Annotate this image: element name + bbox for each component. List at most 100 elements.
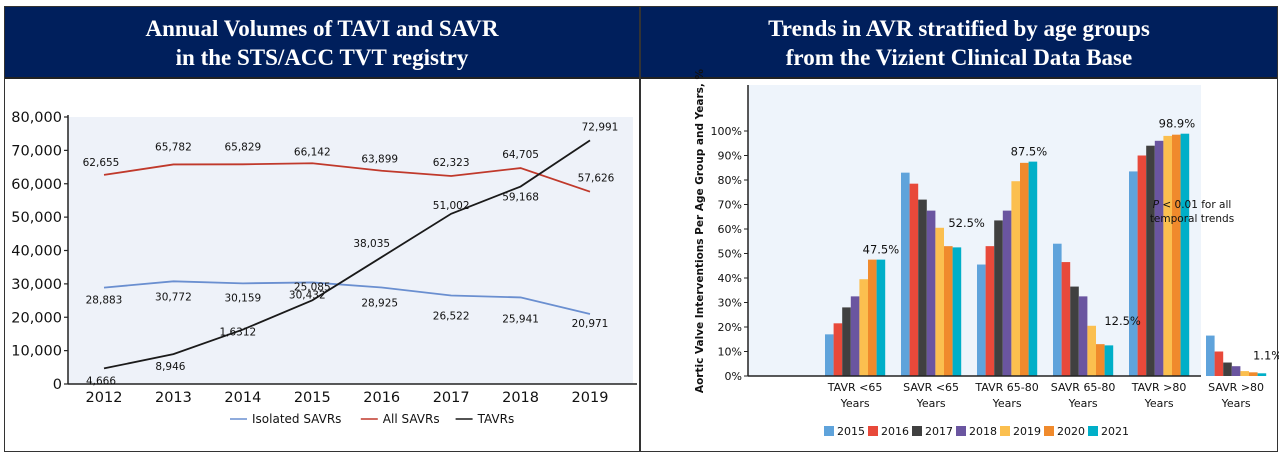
- bar-2019-0: [859, 279, 868, 376]
- x-tick-label: 2019: [572, 390, 609, 406]
- bar-chart: Aortic Valve Interventions Per Age Group…: [694, 68, 1279, 438]
- data-label: 72,991: [582, 121, 619, 133]
- y-tick-label: 10%: [718, 346, 742, 359]
- bar-2019-2: [1011, 181, 1020, 376]
- y-tick-label: 50%: [718, 248, 742, 261]
- left-title-line2: in the STS/ACC TVT registry: [175, 45, 469, 70]
- plot-area: [68, 117, 633, 384]
- bar-2016-1: [909, 183, 919, 376]
- x-tick-label: 2018: [502, 390, 539, 406]
- bar-2017-4: [1146, 145, 1155, 376]
- p-note-text: < 0.01 for all: [1159, 199, 1231, 211]
- x-tick-label: Years: [1068, 397, 1098, 410]
- left-title-line1: Annual Volumes of TAVI and SAVR: [145, 16, 499, 41]
- legend-label: TAVRs: [477, 412, 515, 426]
- data-label: 57,626: [578, 173, 615, 185]
- x-tick-label: 2012: [86, 390, 123, 406]
- series-line-tavrs: [103, 139, 591, 370]
- data-label: 30,772: [155, 291, 192, 303]
- x-tick-label: SAVR 65-80: [1051, 381, 1116, 394]
- bar-2015-0: [825, 334, 834, 376]
- legend-swatch-2015: [824, 426, 834, 436]
- y-tick-label: 30,000: [11, 277, 62, 293]
- data-label: 62,655: [83, 157, 120, 169]
- x-tick-label: Years: [1221, 397, 1251, 410]
- data-label: 51,002: [433, 200, 470, 212]
- legend-swatch-2020: [1044, 426, 1054, 436]
- y-tick-label: 80,000: [11, 110, 62, 126]
- p-italic: P: [1153, 199, 1160, 211]
- annotation-label: 12.5%: [1104, 314, 1141, 328]
- data-label: 8,946: [155, 361, 185, 373]
- bar-2017-0: [842, 307, 851, 376]
- y-tick-label: 0%: [725, 370, 742, 383]
- data-label: 66,142: [294, 146, 331, 158]
- bar-2016-2: [985, 246, 995, 376]
- right-panel: Trends in AVR stratified by age groups f…: [640, 6, 1279, 452]
- x-tick-label: Years: [840, 397, 870, 410]
- annotation-label: 87.5%: [1011, 145, 1048, 159]
- bar-2021-5: [1257, 373, 1267, 376]
- bar-2015-2: [977, 264, 986, 376]
- legend-swatch-2017: [912, 426, 922, 436]
- y-tick-label: 60%: [718, 223, 742, 236]
- y-tick-label: 20,000: [11, 310, 62, 326]
- legend-label: 2015: [837, 425, 865, 438]
- y-tick-label: 10,000: [11, 344, 62, 360]
- x-tick-label: SAVR <65: [903, 381, 959, 394]
- data-label: 65,782: [155, 141, 192, 153]
- data-label: 25,941: [502, 313, 539, 325]
- legend-swatch-2021: [1088, 426, 1098, 436]
- y-tick-label: 50,000: [11, 210, 62, 226]
- bar-2020-5: [1249, 372, 1258, 376]
- bar-2017-5: [1223, 362, 1232, 376]
- x-tick-label: SAVR >80: [1208, 381, 1264, 394]
- data-label: 59,168: [502, 192, 539, 204]
- y-tick-label: 70,000: [11, 143, 62, 159]
- bar-2021-3: [1104, 345, 1114, 376]
- bar-2018-2: [1002, 210, 1012, 376]
- x-tick-label: Years: [1144, 397, 1174, 410]
- data-label: 30,159: [224, 292, 261, 304]
- legend-label: 2019: [1013, 425, 1041, 438]
- left-panel: Annual Volumes of TAVI and SAVR in the S…: [4, 6, 640, 452]
- bar-2019-1: [935, 227, 944, 376]
- bar-2017-1: [918, 199, 927, 376]
- legend-label: 2020: [1057, 425, 1085, 438]
- bar-2019-3: [1087, 325, 1096, 376]
- y-tick-label: 90%: [718, 150, 742, 163]
- bar-2020-3: [1096, 344, 1105, 376]
- bar-2019-5: [1240, 371, 1249, 376]
- data-label: 62,323: [433, 157, 470, 169]
- x-tick-label: TAVR 65-80: [974, 381, 1038, 394]
- bar-2020-0: [868, 259, 877, 376]
- right-title-line1: Trends in AVR stratified by age groups: [768, 16, 1150, 41]
- annotation-label: 98.9%: [1159, 117, 1196, 131]
- bar-2017-2: [994, 220, 1003, 376]
- x-tick-label: 2013: [155, 390, 192, 406]
- y-tick-label: 40%: [718, 272, 742, 285]
- bar-2017-3: [1070, 286, 1079, 376]
- legend-label: Isolated SAVRs: [252, 412, 341, 426]
- x-tick-label: 2015: [294, 390, 331, 406]
- legend-label: 2018: [969, 425, 997, 438]
- x-tick-label: 2014: [224, 390, 261, 406]
- data-label: 28,883: [86, 295, 123, 307]
- bar-2018-5: [1231, 366, 1241, 376]
- bar-2018-0: [850, 296, 860, 376]
- y-tick-label: 30%: [718, 297, 742, 310]
- line-chart: 0 10,000 20,000 30,000 40,000 50,000 60,000 70,…: [11, 110, 637, 426]
- series-line-isolated-savrs: [103, 280, 591, 315]
- legend-label: 2021: [1101, 425, 1129, 438]
- x-tick-label: TAVR >80: [1131, 381, 1187, 394]
- legend-label: 2017: [925, 425, 953, 438]
- data-label: 65,829: [224, 141, 261, 153]
- bar-2018-1: [926, 210, 936, 376]
- left-panel-header: Annual Volumes of TAVI and SAVR in the S…: [5, 7, 639, 79]
- annotation-label: 1.1%: [1253, 348, 1279, 362]
- legend-swatch-2018: [956, 426, 966, 436]
- legend-swatch-2019: [1000, 426, 1010, 436]
- annotation-label: 47.5%: [863, 243, 900, 257]
- bar-2016-0: [833, 323, 843, 376]
- y-tick-label: 40,000: [11, 244, 62, 260]
